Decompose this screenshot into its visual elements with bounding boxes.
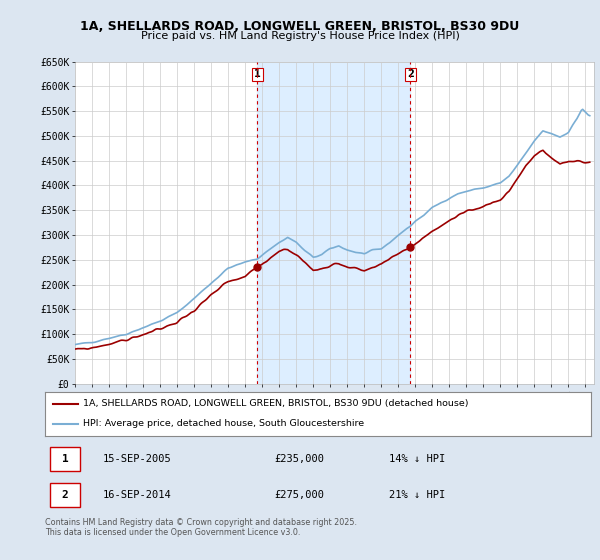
Text: 1A, SHELLARDS ROAD, LONGWELL GREEN, BRISTOL, BS30 9DU: 1A, SHELLARDS ROAD, LONGWELL GREEN, BRIS… <box>80 20 520 32</box>
Bar <box>257 62 410 384</box>
Text: 14% ↓ HPI: 14% ↓ HPI <box>389 454 445 464</box>
Text: £275,000: £275,000 <box>274 490 325 500</box>
FancyBboxPatch shape <box>50 447 80 471</box>
Text: 1A, SHELLARDS ROAD, LONGWELL GREEN, BRISTOL, BS30 9DU (detached house): 1A, SHELLARDS ROAD, LONGWELL GREEN, BRIS… <box>83 399 469 408</box>
Text: £235,000: £235,000 <box>274 454 325 464</box>
Text: 1: 1 <box>254 69 260 80</box>
Text: 16-SEP-2014: 16-SEP-2014 <box>103 490 171 500</box>
Text: 2: 2 <box>62 490 68 500</box>
Text: Contains HM Land Registry data © Crown copyright and database right 2025.
This d: Contains HM Land Registry data © Crown c… <box>45 518 357 538</box>
Text: 2: 2 <box>407 69 414 80</box>
Text: HPI: Average price, detached house, South Gloucestershire: HPI: Average price, detached house, Sout… <box>83 419 364 428</box>
FancyBboxPatch shape <box>50 483 80 507</box>
Text: 15-SEP-2005: 15-SEP-2005 <box>103 454 171 464</box>
Text: Price paid vs. HM Land Registry's House Price Index (HPI): Price paid vs. HM Land Registry's House … <box>140 31 460 41</box>
Text: 21% ↓ HPI: 21% ↓ HPI <box>389 490 445 500</box>
Text: 1: 1 <box>62 454 68 464</box>
